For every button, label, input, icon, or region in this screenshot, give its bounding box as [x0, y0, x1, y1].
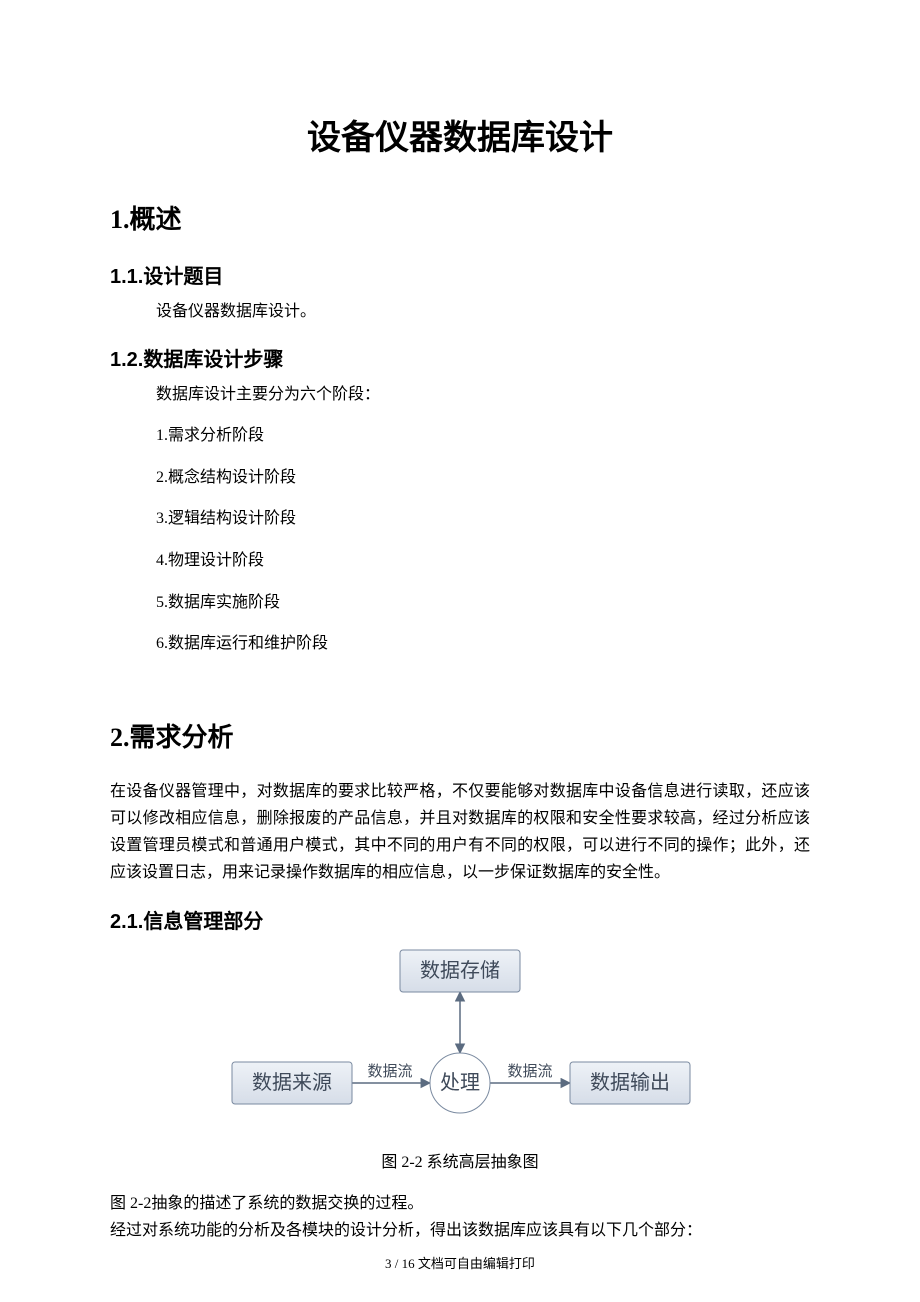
list-item: 2.概念结构设计阶段 [156, 465, 810, 491]
list-item: 6.数据库运行和维护阶段 [156, 631, 810, 657]
footer-note: 文档可自由编辑打印 [415, 1256, 535, 1271]
after-caption-line-2: 经过对系统功能的分析及各模块的设计分析，得出该数据库应该具有以下几个部分： [110, 1217, 810, 1244]
page-sep: / [392, 1256, 402, 1271]
document-page: 设备仪器数据库设计 1.概述 1.1.设计题目 设备仪器数据库设计。 1.2.数… [0, 0, 920, 1302]
section-2-1-heading: 2.1.信息管理部分 [110, 905, 810, 934]
section-1-1-text: 设备仪器数据库设计。 [156, 299, 810, 325]
system-abstract-diagram: 数据流 数据流 数据存储数据来源 数据输出 处理 [220, 944, 700, 1134]
svg-text:数据存储: 数据存储 [420, 959, 500, 982]
figure-caption: 图 2-2 系统高层抽象图 [110, 1148, 810, 1172]
document-title: 设备仪器数据库设计 [110, 110, 810, 159]
section-1-2-heading: 1.2.数据库设计步骤 [110, 343, 810, 372]
svg-text:数据流: 数据流 [367, 1063, 412, 1080]
section-1-2-intro: 数据库设计主要分为六个阶段： [156, 382, 810, 408]
page-footer: 3 / 16 文档可自由编辑打印 [0, 1253, 920, 1272]
svg-text:处理: 处理 [440, 1071, 480, 1094]
section-1-1-heading: 1.1.设计题目 [110, 260, 810, 289]
page-total: 16 [402, 1256, 415, 1271]
list-item: 1.需求分析阶段 [156, 423, 810, 449]
svg-text:数据来源: 数据来源 [252, 1071, 332, 1094]
section-1-heading: 1.概述 [110, 199, 810, 236]
section-2-paragraph: 在设备仪器管理中，对数据库的要求比较严格，不仅要能够对数据库中设备信息进行读取，… [110, 778, 810, 887]
svg-text:数据输出: 数据输出 [590, 1071, 670, 1094]
after-caption-line-1: 图 2-2抽象的描述了系统的数据交换的过程。 [110, 1190, 810, 1217]
list-item: 5.数据库实施阶段 [156, 590, 810, 616]
list-item: 4.物理设计阶段 [156, 548, 810, 574]
list-item: 3.逻辑结构设计阶段 [156, 506, 810, 532]
section-2-heading: 2.需求分析 [110, 717, 810, 754]
diagram-container: 数据流 数据流 数据存储数据来源 数据输出 处理 [110, 944, 810, 1134]
svg-text:数据流: 数据流 [507, 1063, 552, 1080]
